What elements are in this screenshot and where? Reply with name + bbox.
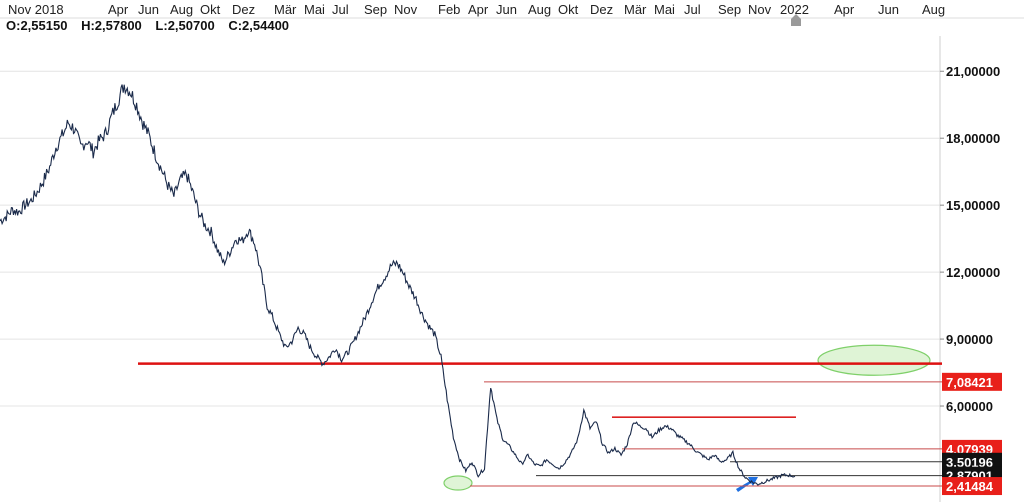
high-value: 2,57800 [95, 18, 142, 33]
x-tick-label: Nov 2018 [8, 2, 64, 17]
x-tick-label: Jul [332, 2, 349, 17]
x-tick-label: Mai [304, 2, 325, 17]
price-badge-label: 2,41484 [946, 479, 994, 494]
time-scroll-marker-icon[interactable] [791, 14, 801, 26]
x-tick-label: Feb [438, 2, 460, 17]
pointer-arrow-icon [736, 477, 758, 492]
high-label: H: [81, 18, 95, 33]
close-value: 2,54400 [242, 18, 289, 33]
x-tick-label: Apr [834, 2, 855, 17]
y-tick-label: 6,00000 [946, 399, 993, 414]
y-tick-label: 9,00000 [946, 332, 993, 347]
x-tick-label: Jun [138, 2, 159, 17]
price-badge-label: 3,50196 [946, 455, 993, 470]
x-tick-label: Sep [364, 2, 387, 17]
x-axis-labels: Nov 2018 Apr Jun Aug Okt Dez Mär Mai Jul Sep Nov Fe… [0, 2, 1024, 19]
x-tick-label: Okt [558, 2, 579, 17]
y-tick-label: 21,00000 [946, 64, 1000, 79]
chart-annotations [443, 344, 931, 492]
close-label: C: [228, 18, 242, 33]
price-badge [942, 452, 1002, 471]
low-value: 2,50700 [168, 18, 215, 33]
x-tick-label: Nov [748, 2, 772, 17]
price-badge-label: 7,08421 [946, 375, 993, 390]
x-tick-label: Mai [654, 2, 675, 17]
y-tick-label: 12,00000 [946, 265, 1000, 280]
x-tick-label: Apr [108, 2, 129, 17]
x-tick-label: Dez [232, 2, 255, 17]
x-tick-label: Apr [468, 2, 489, 17]
x-tick-label: Mär [624, 2, 647, 17]
x-tick-label: Nov [394, 2, 418, 17]
price-series [0, 84, 796, 486]
x-tick-label: Jun [496, 2, 517, 17]
low-label: L: [155, 18, 167, 33]
open-label: O: [6, 18, 20, 33]
open-value: 2,55150 [20, 18, 67, 33]
price-badge [942, 477, 1002, 496]
ohlc-readout: O:2,55150 H:2,57800 L:2,50700 C:2,54400 [6, 18, 289, 33]
y-tick-label: 18,00000 [946, 131, 1000, 146]
x-tick-label: Jun [878, 2, 899, 17]
chart-grid [0, 36, 941, 502]
x-tick-label: Aug [528, 2, 551, 17]
x-tick-label: Mär [274, 2, 297, 17]
x-tick-label: Aug [922, 2, 945, 17]
horizontal-levels [138, 362, 942, 487]
x-tick-label: Sep [718, 2, 741, 17]
y-tick-label: 15,00000 [946, 198, 1000, 213]
price-badge [942, 372, 1002, 391]
x-tick-label: Aug [170, 2, 193, 17]
y-axis-labels: 21,00000 18,00000 15,00000 12,00000 9,00000 6… [940, 64, 1000, 414]
x-tick-label: Okt [200, 2, 221, 17]
target-zone-ellipse [817, 344, 931, 376]
price-line [0, 84, 796, 486]
x-tick-label: 2022 [780, 2, 809, 17]
x-tick-label: Dez [590, 2, 613, 17]
x-tick-label: Jul [684, 2, 701, 17]
support-low-ellipse [443, 475, 473, 491]
